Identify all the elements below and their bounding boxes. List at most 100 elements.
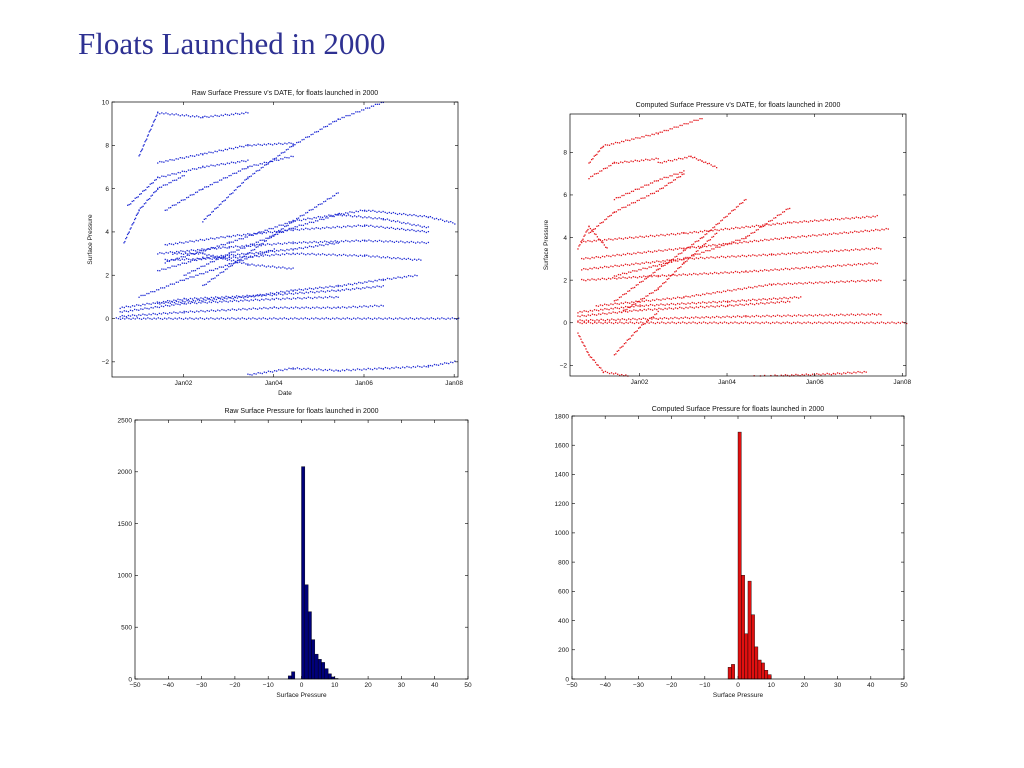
data-point	[814, 219, 816, 221]
data-point	[841, 217, 843, 220]
data-point	[265, 298, 267, 300]
data-point	[277, 242, 279, 244]
data-point	[587, 311, 589, 313]
data-point	[247, 296, 249, 298]
data-point	[811, 220, 814, 223]
data-point	[825, 281, 827, 283]
data-point	[663, 176, 665, 179]
data-point	[672, 233, 675, 235]
data-point	[789, 207, 791, 210]
data-point	[403, 228, 405, 231]
data-point	[239, 145, 241, 147]
data-point	[637, 283, 639, 286]
data-point	[251, 234, 253, 236]
data-point	[245, 178, 248, 180]
data-point	[714, 301, 716, 303]
data-point	[593, 266, 595, 269]
data-point	[799, 322, 801, 324]
data-point	[741, 316, 743, 318]
data-point	[822, 265, 824, 267]
data-point	[659, 286, 661, 288]
data-point	[647, 300, 650, 302]
data-point	[671, 259, 673, 261]
data-point	[368, 107, 371, 109]
data-point	[838, 281, 840, 283]
data-point	[625, 321, 627, 324]
data-point	[802, 251, 804, 253]
data-point	[833, 249, 836, 251]
data-point	[806, 315, 808, 317]
data-point	[759, 269, 762, 272]
data-point	[376, 285, 378, 287]
data-point	[698, 247, 701, 249]
data-point	[664, 307, 666, 310]
data-point	[196, 302, 198, 305]
data-point	[405, 229, 407, 232]
data-point	[619, 274, 622, 276]
data-point	[136, 317, 139, 319]
data-point	[294, 298, 297, 300]
data-point	[292, 221, 294, 223]
data-point	[828, 321, 830, 323]
data-point	[181, 157, 183, 159]
data-point	[736, 322, 738, 324]
data-point	[808, 251, 811, 253]
data-point	[216, 236, 218, 239]
data-point	[221, 271, 223, 274]
data-point	[380, 211, 382, 213]
data-point	[363, 109, 365, 111]
data-point	[642, 322, 644, 324]
data-point	[740, 202, 742, 205]
data-point	[598, 366, 601, 369]
data-point	[809, 322, 811, 324]
data-point	[269, 160, 272, 162]
data-point	[745, 198, 747, 201]
data-point	[192, 270, 195, 272]
data-point	[173, 311, 175, 313]
data-point	[764, 269, 766, 271]
data-point	[661, 131, 663, 133]
data-point	[299, 297, 301, 299]
data-point	[819, 281, 821, 283]
data-point	[729, 256, 731, 258]
data-point	[207, 238, 210, 241]
data-point	[326, 296, 329, 299]
data-point	[314, 292, 316, 294]
data-point	[174, 259, 176, 261]
data-point	[177, 242, 179, 245]
x-tick-label: 30	[398, 682, 406, 689]
data-point	[653, 133, 655, 136]
data-point	[202, 310, 204, 312]
data-point	[294, 220, 296, 222]
data-point	[296, 248, 298, 250]
data-point	[119, 316, 121, 318]
data-point	[743, 299, 746, 302]
data-point	[247, 177, 249, 180]
data-point	[435, 364, 438, 366]
data-point	[210, 317, 212, 319]
data-point	[638, 318, 640, 320]
data-point	[206, 309, 208, 312]
data-point	[649, 300, 652, 302]
data-point	[683, 302, 685, 305]
data-point	[759, 226, 761, 228]
data-point	[666, 233, 668, 236]
data-point	[252, 249, 254, 251]
data-point	[185, 298, 187, 300]
data-point	[208, 214, 210, 217]
data-point	[337, 296, 339, 298]
data-point	[619, 196, 621, 199]
data-point	[399, 221, 401, 223]
data-point	[692, 321, 694, 323]
data-point	[704, 293, 706, 296]
data-point	[664, 298, 666, 301]
data-point	[354, 306, 357, 308]
data-point	[292, 267, 294, 269]
data-point	[791, 252, 794, 254]
data-point	[718, 256, 721, 259]
data-point	[330, 254, 332, 256]
data-point	[263, 161, 265, 164]
data-point	[720, 244, 722, 246]
data-point	[604, 219, 606, 221]
data-point	[361, 369, 363, 371]
